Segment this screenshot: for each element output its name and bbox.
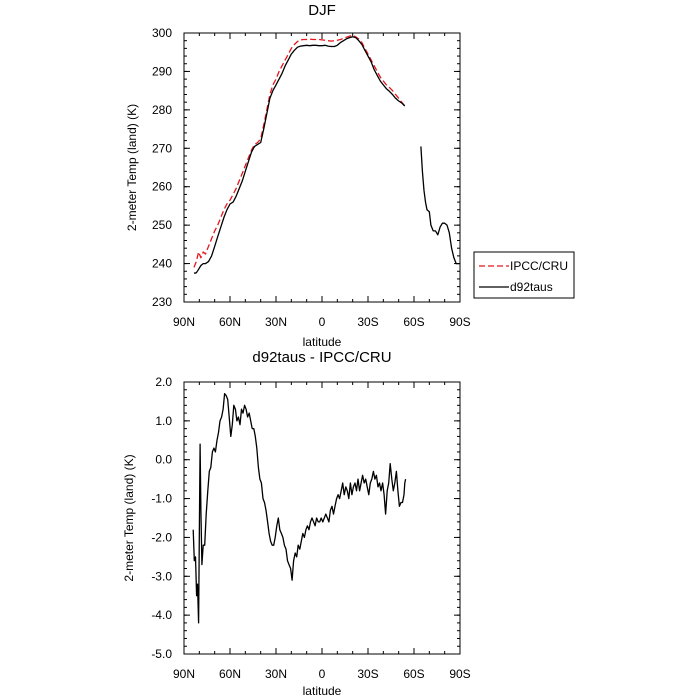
x-tick-label: 30S <box>357 315 378 329</box>
chart-title: DJF <box>308 2 336 19</box>
plot-frame <box>183 32 461 303</box>
series-line-d92taus <box>420 146 460 265</box>
y-tick-label: 300 <box>152 26 172 40</box>
x-axis-label: latitude <box>303 335 342 349</box>
y-tick-label: -3.0 <box>151 569 172 583</box>
y-tick-label: -1.0 <box>151 492 172 506</box>
y-tick-label: -2.0 <box>151 530 172 544</box>
plot-frame <box>183 381 461 655</box>
y-tick-label: 0.0 <box>155 453 172 467</box>
x-tick-label: 90S <box>449 315 470 329</box>
y-tick-label: 260 <box>152 180 172 194</box>
x-axis-label: latitude <box>303 684 342 698</box>
y-tick-label: -4.0 <box>151 608 172 622</box>
series-line-d92taus <box>193 36 406 274</box>
y-tick-label: 240 <box>152 257 172 271</box>
y-tick-label: 1.0 <box>155 414 172 428</box>
y-tick-label: 230 <box>152 295 172 309</box>
x-tick-label: 90N <box>173 667 195 681</box>
x-tick-label: 60N <box>219 667 241 681</box>
x-tick-label: 30N <box>265 315 287 329</box>
series-line-difference <box>192 393 407 624</box>
x-tick-label: 90S <box>449 667 470 681</box>
chart-title: d92taus - IPCC/CRU <box>252 349 391 366</box>
y-tick-label: 270 <box>152 141 172 155</box>
y-tick-label: 280 <box>152 103 172 117</box>
x-tick-label: 0 <box>319 667 326 681</box>
x-tick-label: 0 <box>319 315 326 329</box>
x-tick-label: 60N <box>219 315 241 329</box>
legend-label: d92taus <box>510 280 553 294</box>
y-axis-label: 2-meter Temp (land) (K) <box>125 104 139 231</box>
legend-box <box>473 251 575 299</box>
y-tick-label: 250 <box>152 218 172 232</box>
x-tick-label: 60S <box>403 667 424 681</box>
y-tick-label: -5.0 <box>151 647 172 661</box>
x-tick-label: 90N <box>173 315 195 329</box>
x-tick-label: 60S <box>403 315 424 329</box>
y-tick-label: 290 <box>152 64 172 78</box>
series-line-ipcc-cru <box>193 34 406 268</box>
x-tick-label: 30N <box>265 667 287 681</box>
y-axis-label: 2-meter Temp (land) (K) <box>122 454 136 581</box>
x-tick-label: 30S <box>357 667 378 681</box>
legend-label: IPCC/CRU <box>510 259 568 273</box>
y-tick-label: 2.0 <box>155 375 172 389</box>
